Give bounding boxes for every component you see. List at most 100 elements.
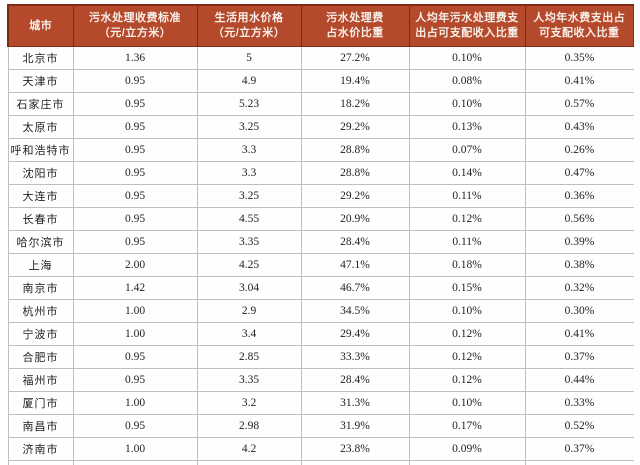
value-cell: 0.37% xyxy=(524,345,634,369)
value-cell: 2.85 xyxy=(196,345,302,369)
value-cell: 18.2% xyxy=(300,92,410,116)
table-row: 北京市 1.36 5 27.2% 0.10% 0.35% xyxy=(7,46,634,70)
value-cell: 28.4% xyxy=(300,230,410,254)
table-row: 天津市 0.95 4.9 19.4% 0.08% 0.41% xyxy=(7,69,634,93)
city-cell: 南昌市 xyxy=(7,414,74,438)
value-cell: 0.26% xyxy=(524,138,634,162)
column-header-line: 占水价比重 xyxy=(326,27,384,39)
value-cell: 0.95 xyxy=(72,345,198,369)
value-cell: 1.00 xyxy=(72,391,198,415)
table-row: 杭州市 1.00 2.9 34.5% 0.10% 0.30% xyxy=(7,299,634,323)
city-cell: 沈阳市 xyxy=(7,161,74,185)
table-row-partial xyxy=(7,460,634,465)
value-cell: 0.11% xyxy=(408,230,526,254)
city-cell: 长春市 xyxy=(7,207,74,231)
value-cell: 0.52% xyxy=(524,414,634,438)
value-cell: 0.95 xyxy=(72,184,198,208)
city-cell: 福州市 xyxy=(7,368,74,392)
column-header-line: （元/立方米） xyxy=(212,27,286,39)
empty-cell xyxy=(408,460,526,465)
value-cell: 3.2 xyxy=(196,391,302,415)
city-cell: 北京市 xyxy=(7,46,74,70)
value-cell: 5.23 xyxy=(196,92,302,116)
column-header-line: 人均年污水处理费支 xyxy=(415,12,519,24)
column-header-line: 污水处理收费标准 xyxy=(89,12,181,24)
column-header-line: 污水处理费 xyxy=(326,12,384,24)
empty-cell xyxy=(7,460,74,465)
value-cell: 1.00 xyxy=(72,322,198,346)
value-cell: 0.95 xyxy=(72,207,198,231)
value-cell: 2.98 xyxy=(196,414,302,438)
column-header-water-price: 生活用水价格 （元/立方米） xyxy=(196,4,302,47)
value-cell: 28.8% xyxy=(300,138,410,162)
table-row: 合肥市 0.95 2.85 33.3% 0.12% 0.37% xyxy=(7,345,634,369)
column-header-line: 城市 xyxy=(29,19,53,32)
value-cell: 0.95 xyxy=(72,69,198,93)
column-header-line: 生活用水价格 xyxy=(214,12,284,24)
value-cell: 3.3 xyxy=(196,161,302,185)
value-cell: 0.38% xyxy=(524,253,634,277)
value-cell: 0.10% xyxy=(408,299,526,323)
value-cell: 0.14% xyxy=(408,161,526,185)
column-header-sewage-fee-standard: 污水处理收费标准 （元/立方米） xyxy=(72,4,198,47)
value-cell: 0.10% xyxy=(408,92,526,116)
value-cell: 3.25 xyxy=(196,115,302,139)
value-cell: 0.30% xyxy=(524,299,634,323)
value-cell: 0.36% xyxy=(524,184,634,208)
value-cell: 29.4% xyxy=(300,322,410,346)
value-cell: 20.9% xyxy=(300,207,410,231)
column-header-line: 出占可支配收入比重 xyxy=(415,27,519,39)
value-cell: 0.12% xyxy=(408,322,526,346)
city-cell: 上海 xyxy=(7,253,74,277)
value-cell: 4.9 xyxy=(196,69,302,93)
value-cell: 0.95 xyxy=(72,368,198,392)
value-cell: 2.00 xyxy=(72,253,198,277)
city-cell: 太原市 xyxy=(7,115,74,139)
table-header-row: 城市 污水处理收费标准 （元/立方米） 生活用水价格 （元/立方米） 污水处理费占水价比重… xyxy=(7,4,634,47)
city-water-fee-table: 城市 污水处理收费标准 （元/立方米） 生活用水价格 （元/立方米） 污水处理费占水价比重… xyxy=(7,4,634,465)
value-cell: 0.41% xyxy=(524,69,634,93)
value-cell: 3.3 xyxy=(196,138,302,162)
value-cell: 4.25 xyxy=(196,253,302,277)
table-row: 福州市 0.95 3.35 28.4% 0.12% 0.44% xyxy=(7,368,634,392)
value-cell: 0.95 xyxy=(72,138,198,162)
column-header-sewage-expense-share-of-income: 人均年污水处理费支 出占可支配收入比重 xyxy=(408,4,526,47)
value-cell: 0.95 xyxy=(72,115,198,139)
value-cell: 0.43% xyxy=(524,115,634,139)
value-cell: 3.04 xyxy=(196,276,302,300)
value-cell: 0.12% xyxy=(408,345,526,369)
city-cell: 厦门市 xyxy=(7,391,74,415)
value-cell: 0.95 xyxy=(72,161,198,185)
city-cell: 呼和浩特市 xyxy=(7,138,74,162)
value-cell: 0.32% xyxy=(524,276,634,300)
value-cell: 4.55 xyxy=(196,207,302,231)
value-cell: 46.7% xyxy=(300,276,410,300)
table-row: 上海 2.00 4.25 47.1% 0.18% 0.38% xyxy=(7,253,634,277)
value-cell: 0.95 xyxy=(72,414,198,438)
value-cell: 5 xyxy=(196,46,302,70)
value-cell: 0.41% xyxy=(524,322,634,346)
value-cell: 0.33% xyxy=(524,391,634,415)
table-row: 哈尔滨市 0.95 3.35 28.4% 0.11% 0.39% xyxy=(7,230,634,254)
value-cell: 0.11% xyxy=(408,184,526,208)
value-cell: 31.3% xyxy=(300,391,410,415)
table-row: 宁波市 1.00 3.4 29.4% 0.12% 0.41% xyxy=(7,322,634,346)
value-cell: 0.12% xyxy=(408,368,526,392)
value-cell: 1.42 xyxy=(72,276,198,300)
value-cell: 0.47% xyxy=(524,161,634,185)
value-cell: 28.4% xyxy=(300,368,410,392)
column-header-fee-share-of-water-price: 污水处理费占水价比重 xyxy=(300,4,410,47)
column-header-line: （元/立方米） xyxy=(98,27,172,39)
value-cell: 0.57% xyxy=(524,92,634,116)
value-cell: 4.2 xyxy=(196,437,302,461)
table-row: 太原市 0.95 3.25 29.2% 0.13% 0.43% xyxy=(7,115,634,139)
value-cell: 0.07% xyxy=(408,138,526,162)
value-cell: 2.9 xyxy=(196,299,302,323)
city-cell: 南京市 xyxy=(7,276,74,300)
value-cell: 23.8% xyxy=(300,437,410,461)
value-cell: 0.10% xyxy=(408,391,526,415)
table-header: 城市 污水处理收费标准 （元/立方米） 生活用水价格 （元/立方米） 污水处理费占水价比重… xyxy=(7,4,634,47)
empty-cell xyxy=(300,460,410,465)
value-cell: 28.8% xyxy=(300,161,410,185)
value-cell: 0.37% xyxy=(524,437,634,461)
